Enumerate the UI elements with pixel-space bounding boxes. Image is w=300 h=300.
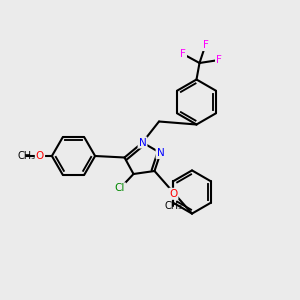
Text: O: O <box>36 151 44 161</box>
Text: O: O <box>169 189 177 199</box>
Text: N: N <box>157 148 164 158</box>
Text: N: N <box>139 137 146 148</box>
Text: F: F <box>180 49 186 59</box>
Text: F: F <box>216 55 222 65</box>
Text: F: F <box>202 40 208 50</box>
Text: CH₃: CH₃ <box>164 201 182 212</box>
Text: CH₃: CH₃ <box>17 151 35 161</box>
Text: Cl: Cl <box>115 183 125 194</box>
